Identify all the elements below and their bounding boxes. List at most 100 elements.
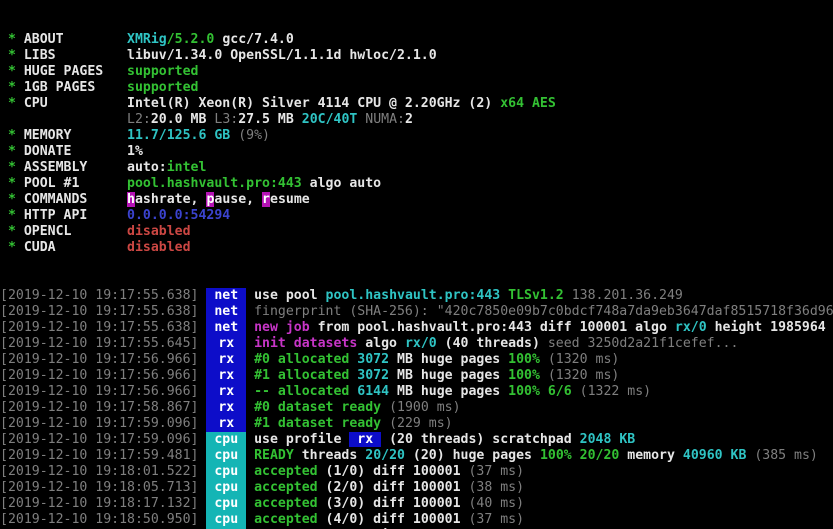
text-segment: libuv/1.34.0 OpenSSL/1.1.1d hwloc/2.1.0	[127, 48, 437, 63]
text-segment: supported	[127, 80, 199, 95]
log-tag-rx: rx	[206, 336, 247, 352]
text-segment: (20) huge pages	[404, 448, 540, 463]
log-line-14: [2019-12-10 19:18:50.950] cpu accepted (…	[0, 512, 833, 528]
text-segment: 3072	[357, 352, 390, 367]
log-line-8: [2019-12-10 19:17:59.096] rx #1 dataset …	[0, 416, 833, 432]
text-segment: (9%)	[238, 128, 270, 143]
log-timestamp: [2019-12-10 19:17:55.638]	[0, 320, 207, 335]
info-line-13: * CUDA disabled	[0, 240, 833, 256]
text-segment: 3072	[357, 368, 390, 383]
text-segment: 27.5 MB	[238, 112, 302, 127]
text-segment: L3:	[214, 112, 239, 127]
info-line-6: * MEMORY 11.7/125.6 GB (9%)	[0, 128, 833, 144]
text-segment: 1%	[127, 144, 143, 159]
log-timestamp: [2019-12-10 19:18:50.950]	[0, 512, 207, 527]
log-tag-cpu: cpu	[206, 496, 247, 512]
bullet-asterisk: *	[0, 80, 24, 95]
text-segment: 6144	[357, 384, 390, 399]
miner-log-section: [2019-12-10 19:17:55.638] net use pool p…	[0, 288, 833, 529]
log-timestamp: [2019-12-10 19:17:59.096]	[0, 432, 207, 447]
text-segment: esume	[270, 192, 310, 207]
text-segment: rx	[349, 432, 382, 447]
text-segment: #0 allocated	[254, 352, 358, 367]
text-segment: 100% 6/6	[508, 384, 572, 399]
info-label: HUGE PAGES	[23, 64, 104, 79]
text-segment: 11.7/125.6 GB	[127, 128, 239, 143]
text-segment: (3/0) diff 100001	[317, 496, 461, 511]
text-segment: ause,	[214, 192, 263, 207]
info-label: POOL #1	[23, 176, 80, 191]
info-line-0: * ABOUT XMRig/5.2.0 gcc/7.4.0	[0, 32, 833, 48]
text-segment: rx/0	[674, 320, 707, 335]
info-label: HTTP API	[23, 208, 88, 223]
text-segment: READY	[254, 448, 294, 463]
text-segment: (40 threads)	[436, 336, 540, 351]
info-line-7: * DONATE 1%	[0, 144, 833, 160]
text-segment: NUMA:	[365, 112, 405, 127]
text-segment: from pool.hashvault.pro:443 diff 100001 …	[309, 320, 675, 335]
text-segment: h	[127, 192, 135, 207]
info-label: OPENCL	[23, 224, 72, 239]
text-segment: (38 ms)	[460, 480, 525, 495]
info-label: DONATE	[23, 144, 72, 159]
text-segment: supported	[127, 64, 199, 79]
log-line-11: [2019-12-10 19:18:01.522] cpu accepted (…	[0, 464, 833, 480]
log-tag-rx: rx	[206, 416, 247, 432]
text-segment: use pool	[254, 288, 326, 303]
log-line-2: [2019-12-10 19:17:55.638] net new job fr…	[0, 320, 833, 336]
text-segment: 20/20	[365, 448, 405, 463]
info-line-11: * HTTP API 0.0.0.0:54294	[0, 208, 833, 224]
text-segment: (4/0) diff 100001	[317, 512, 461, 527]
text-segment: L2:	[127, 112, 151, 127]
log-timestamp: [2019-12-10 19:17:56.966]	[0, 368, 207, 383]
log-tag-cpu: cpu	[206, 480, 247, 496]
text-segment: rx/0	[404, 336, 437, 351]
text-segment: (1322 ms)	[571, 384, 652, 399]
info-line-12: * OPENCL disabled	[0, 224, 833, 240]
text-segment: Intel(R) Xeon(R) Silver 4114 CPU @ 2.20G…	[127, 96, 501, 111]
bullet-asterisk: *	[0, 192, 24, 207]
text-segment: accepted	[254, 496, 318, 511]
text-segment: 2	[404, 112, 413, 127]
text-segment: disabled	[127, 240, 191, 255]
text-segment: (1320 ms)	[539, 352, 620, 367]
text-segment: init datasets	[254, 336, 358, 351]
text-segment: p	[206, 192, 215, 207]
info-line-3: * 1GB PAGES supported	[0, 80, 833, 96]
log-line-9: [2019-12-10 19:17:59.096] cpu use profil…	[0, 432, 833, 448]
text-segment: new job	[254, 320, 310, 335]
text-segment: accepted	[254, 480, 318, 495]
log-tag-cpu: cpu	[206, 512, 247, 528]
log-line-6: [2019-12-10 19:17:56.966] rx -- allocate…	[0, 384, 833, 400]
log-timestamp: [2019-12-10 19:17:59.096]	[0, 416, 207, 431]
bullet-asterisk: *	[0, 144, 24, 159]
log-timestamp: [2019-12-10 19:17:55.638]	[0, 304, 207, 319]
text-segment: 20.0 MB	[150, 112, 215, 127]
text-segment: #1 allocated	[254, 368, 358, 383]
info-line-8: * ASSEMBLY auto:intel	[0, 160, 833, 176]
log-tag-net: net	[206, 288, 247, 304]
text-segment: MB huge pages	[389, 368, 509, 383]
bullet-asterisk: *	[0, 64, 24, 79]
bullet-asterisk: *	[0, 128, 24, 143]
log-timestamp: [2019-12-10 19:17:59.481]	[0, 448, 207, 463]
text-segment: #0 dataset ready	[254, 400, 382, 415]
text-segment: seed 3250d2a21f1cefef...	[539, 336, 739, 351]
text-segment: gcc/7.4.0	[214, 32, 294, 47]
info-label: COMMANDS	[23, 192, 88, 207]
log-tag-rx: rx	[206, 400, 247, 416]
text-segment: 100%	[508, 368, 540, 383]
text-segment: r	[262, 192, 270, 207]
info-line-2: * HUGE PAGES supported	[0, 64, 833, 80]
log-tag-net: net	[206, 304, 247, 320]
log-timestamp: [2019-12-10 19:17:56.966]	[0, 352, 207, 367]
log-timestamp: [2019-12-10 19:17:55.645]	[0, 336, 207, 351]
log-line-3: [2019-12-10 19:17:55.645] rx init datase…	[0, 336, 833, 352]
text-segment: /5.2.0	[166, 32, 215, 47]
bullet-asterisk: *	[0, 208, 24, 223]
info-label: ASSEMBLY	[23, 160, 88, 175]
text-segment: MB huge pages	[389, 384, 509, 399]
text-segment: pool.hashvault.pro:443	[325, 288, 509, 303]
log-tag-cpu: cpu	[206, 464, 247, 480]
info-line-1: * LIBS libuv/1.34.0 OpenSSL/1.1.1d hwloc/…	[0, 48, 833, 64]
